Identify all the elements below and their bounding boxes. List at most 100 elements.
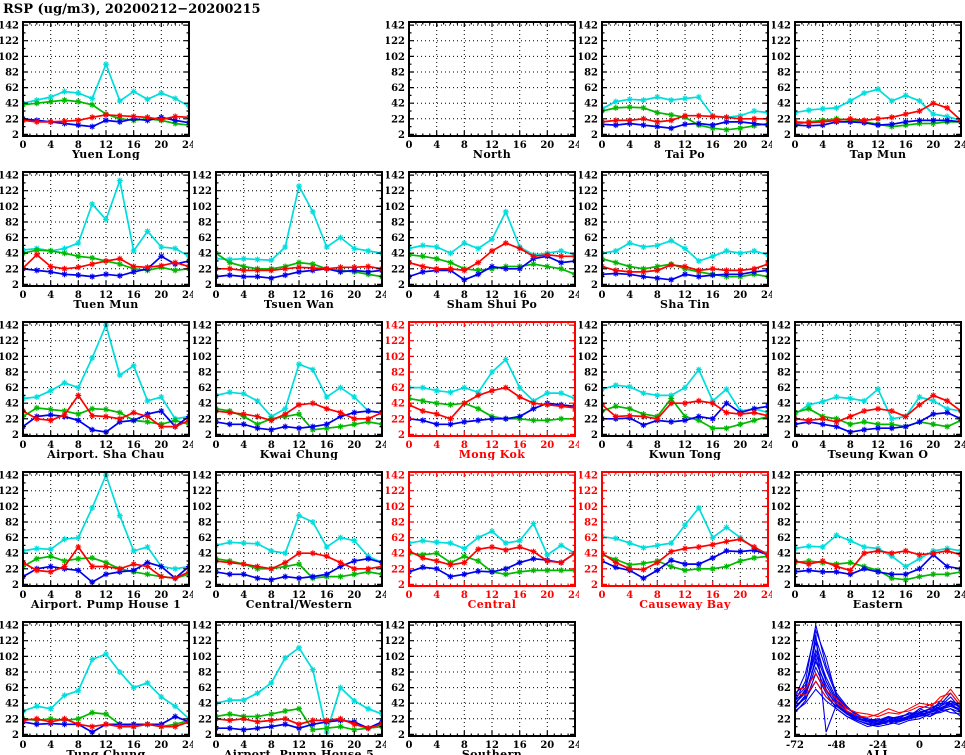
svg-text:4: 4	[819, 140, 826, 151]
svg-text:82: 82	[5, 68, 19, 79]
svg-text:62: 62	[391, 683, 405, 694]
svg-text:82: 82	[777, 668, 791, 679]
svg-text:12: 12	[485, 290, 499, 301]
svg-text:24: 24	[182, 740, 193, 751]
svg-text:8: 8	[654, 440, 661, 451]
svg-text:0: 0	[792, 440, 799, 451]
svg-text:22: 22	[5, 564, 19, 575]
svg-text:8: 8	[847, 440, 854, 451]
svg-text:22: 22	[391, 264, 405, 275]
svg-text:16: 16	[706, 140, 720, 151]
svg-text:4: 4	[47, 740, 54, 751]
svg-text:Kwun Tong: Kwun Tong	[649, 448, 721, 460]
svg-text:Tseung Kwan O: Tseung Kwan O	[828, 448, 929, 460]
svg-text:62: 62	[584, 533, 598, 544]
svg-text:8: 8	[75, 290, 82, 301]
svg-text:16: 16	[127, 290, 141, 301]
svg-text:8: 8	[75, 740, 82, 751]
svg-text:8: 8	[654, 290, 661, 301]
svg-text:102: 102	[772, 52, 791, 63]
svg-text:4: 4	[433, 290, 440, 301]
svg-text:20: 20	[733, 440, 747, 451]
svg-text:4: 4	[433, 440, 440, 451]
svg-text:2: 2	[398, 430, 405, 441]
svg-text:82: 82	[391, 518, 405, 529]
svg-text:142: 142	[0, 471, 19, 482]
svg-text:4: 4	[240, 740, 247, 751]
svg-text:42: 42	[391, 249, 405, 260]
svg-text:122: 122	[193, 636, 212, 647]
svg-text:22: 22	[777, 714, 791, 725]
svg-text:2: 2	[398, 580, 405, 591]
svg-text:142: 142	[0, 21, 19, 32]
svg-text:42: 42	[198, 399, 212, 410]
svg-text:16: 16	[127, 440, 141, 451]
svg-text:0: 0	[792, 590, 799, 601]
svg-text:8: 8	[461, 590, 468, 601]
svg-text:24: 24	[182, 440, 193, 451]
chart-sham-shui-po: 2 22 42 62 82 102 122 142 0 4 8 12 16 20 24 Sham Shui P…	[384, 160, 582, 311]
svg-text:20: 20	[926, 440, 940, 451]
svg-text:24: 24	[954, 590, 965, 601]
svg-text:Central/Western: Central/Western	[246, 598, 352, 610]
svg-text:42: 42	[5, 699, 19, 710]
svg-text:24: 24	[761, 290, 772, 301]
svg-text:42: 42	[584, 399, 598, 410]
svg-text:102: 102	[386, 652, 405, 663]
chart-north: 2 22 42 62 82 102 122 142 0 4 8 12 16 20 24 North	[384, 10, 582, 161]
svg-text:12: 12	[485, 590, 499, 601]
chart-airport-sha-chau: 2 22 42 62 82 102 122 142 0 4 8 12 16 20 24 Airport. Sh…	[0, 310, 196, 461]
svg-text:82: 82	[5, 668, 19, 679]
svg-text:Tai Po: Tai Po	[665, 148, 705, 160]
svg-text:122: 122	[579, 36, 598, 47]
svg-text:12: 12	[292, 590, 306, 601]
svg-text:0: 0	[599, 440, 606, 451]
svg-text:12: 12	[485, 440, 499, 451]
svg-text:Eastern: Eastern	[853, 598, 903, 610]
svg-text:122: 122	[0, 486, 19, 497]
svg-text:12: 12	[871, 590, 885, 601]
svg-text:24: 24	[182, 140, 193, 151]
svg-text:62: 62	[5, 683, 19, 694]
svg-text:142: 142	[0, 621, 19, 632]
svg-text:16: 16	[320, 740, 334, 751]
chart-central-western: 2 22 42 62 82 102 122 142 0 4 8 12 16 20 24 Central/Wes…	[191, 460, 389, 611]
svg-text:22: 22	[198, 714, 212, 725]
svg-text:2: 2	[12, 280, 19, 291]
svg-text:22: 22	[198, 264, 212, 275]
svg-text:42: 42	[5, 249, 19, 260]
svg-text:62: 62	[5, 383, 19, 394]
svg-text:16: 16	[706, 590, 720, 601]
svg-text:62: 62	[584, 83, 598, 94]
svg-text:4: 4	[240, 290, 247, 301]
svg-text:8: 8	[461, 290, 468, 301]
svg-text:2: 2	[205, 580, 212, 591]
svg-text:Central: Central	[468, 598, 517, 610]
svg-text:22: 22	[584, 564, 598, 575]
svg-text:16: 16	[127, 590, 141, 601]
svg-text:82: 82	[198, 218, 212, 229]
svg-text:24: 24	[761, 440, 772, 451]
svg-text:4: 4	[47, 590, 54, 601]
svg-text:Airport. Pump House 5: Airport. Pump House 5	[223, 748, 374, 755]
svg-text:82: 82	[5, 518, 19, 529]
svg-text:Tap Mun: Tap Mun	[850, 148, 907, 160]
svg-text:82: 82	[198, 368, 212, 379]
svg-text:102: 102	[0, 52, 19, 63]
svg-text:102: 102	[0, 652, 19, 663]
svg-text:24: 24	[954, 440, 965, 451]
svg-text:4: 4	[626, 290, 633, 301]
svg-text:8: 8	[461, 740, 468, 751]
svg-text:22: 22	[391, 564, 405, 575]
svg-text:16: 16	[706, 440, 720, 451]
svg-text:42: 42	[777, 399, 791, 410]
svg-text:8: 8	[461, 140, 468, 151]
chart-kwai-chung: 2 22 42 62 82 102 122 142 0 4 8 12 16 20 24 Kwai Chung	[191, 310, 389, 461]
svg-text:142: 142	[386, 21, 405, 32]
svg-text:8: 8	[75, 440, 82, 451]
svg-text:82: 82	[391, 368, 405, 379]
svg-text:8: 8	[268, 290, 275, 301]
svg-text:122: 122	[386, 36, 405, 47]
svg-text:122: 122	[579, 186, 598, 197]
svg-text:102: 102	[386, 202, 405, 213]
